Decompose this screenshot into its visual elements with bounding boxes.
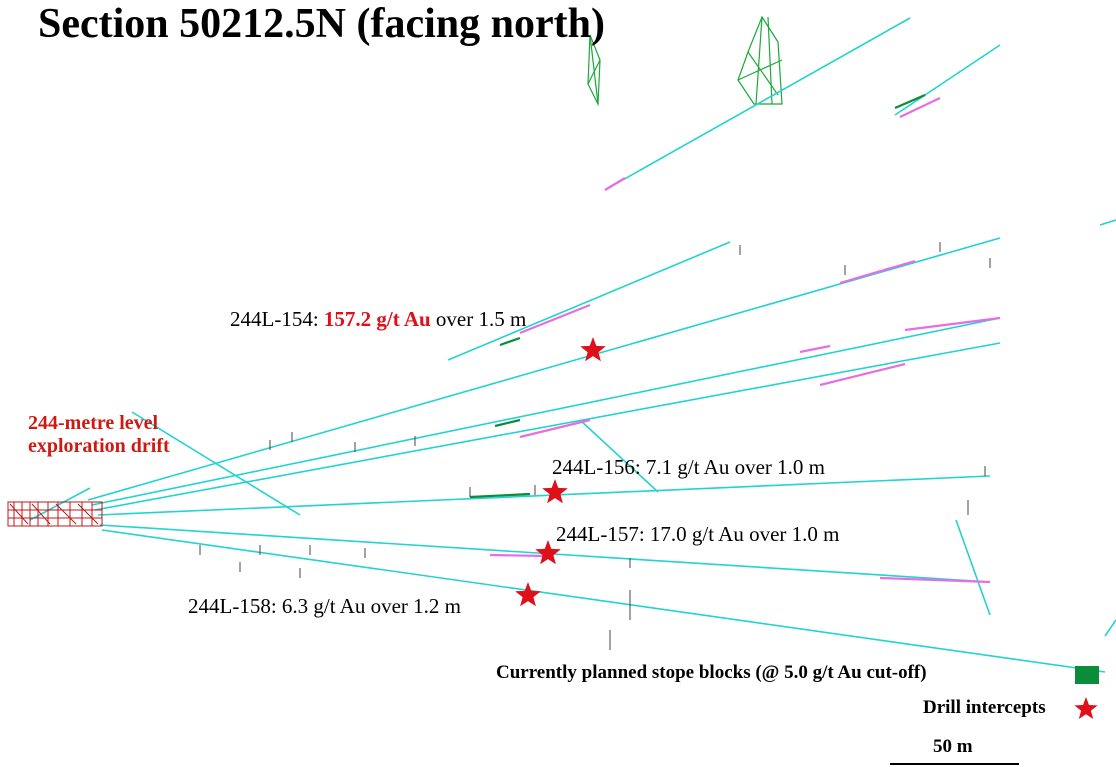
intercept-star-157 (535, 540, 561, 565)
interval: over 1.2 m (370, 594, 461, 618)
intercept-star-154 (580, 337, 606, 362)
interval: over 1.0 m (749, 522, 840, 546)
grade: 7.1 g/t Au (645, 455, 730, 479)
intercept-label-158: 244L-158: 6.3 g/t Au over 1.2 m (188, 594, 461, 619)
intercept-label-154: 244L-154: 157.2 g/t Au over 1.5 m (230, 307, 526, 332)
hole-id: 244L-156: (552, 455, 641, 479)
scale-label: 50 m (933, 736, 973, 757)
assay-ticks (199, 242, 991, 650)
grade: 17.0 g/t Au (649, 522, 744, 546)
exploration-drift (7, 501, 103, 527)
intercept-label-157: 244L-157: 17.0 g/t Au over 1.0 m (556, 522, 840, 547)
grade: 6.3 g/t Au (281, 594, 366, 618)
hole-id: 244L-158: (188, 594, 277, 618)
assay-intervals (469, 93, 1001, 584)
grade: 157.2 g/t Au (323, 307, 431, 331)
hole-id: 244L-157: (556, 522, 645, 546)
legend-star-icon (1074, 697, 1098, 719)
interval: over 1.5 m (435, 307, 527, 331)
level-label-line1: 244-metre level (28, 412, 159, 434)
section-title: Section 50212.5N (facing north) (38, 1, 605, 47)
scale-bar (890, 763, 1019, 765)
legend-drill-intercepts: Drill intercepts (923, 697, 1046, 718)
level-label: 244-metre level exploration drift (28, 412, 170, 458)
legend-stope-swatch (1075, 666, 1099, 684)
intercept-star-156 (542, 479, 568, 504)
drillholes (29, 17, 1116, 673)
intercept-stars (515, 337, 1098, 719)
interval: over 1.0 m (734, 455, 825, 479)
intercept-label-156: 244L-156: 7.1 g/t Au over 1.0 m (552, 455, 825, 480)
hole-id: 244L-154: (230, 307, 319, 331)
legend-stope-blocks: Currently planned stope blocks (@ 5.0 g/… (496, 662, 927, 683)
level-label-line2: exploration drift (28, 435, 170, 457)
intercept-star-158 (515, 582, 541, 607)
stope-wireframes (587, 15, 783, 107)
